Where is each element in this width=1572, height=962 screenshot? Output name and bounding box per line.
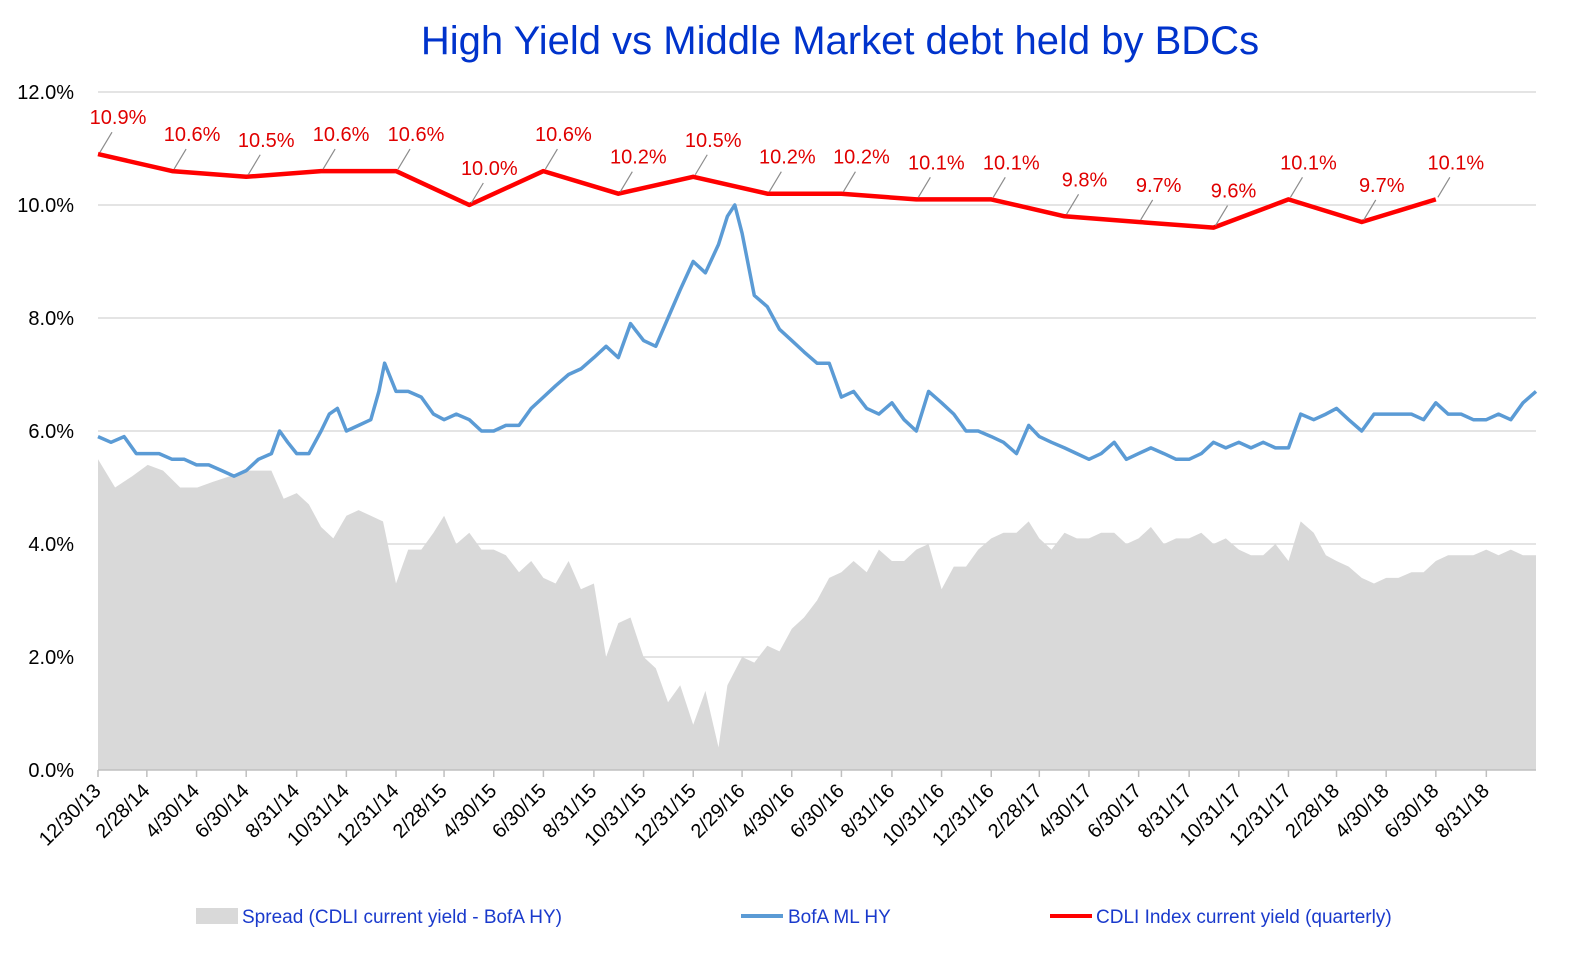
x-tick-label: 4/30/15 [439,780,502,843]
data-label-leader [694,154,708,176]
x-tick-label: 4/30/18 [1331,780,1394,843]
data-label-leader [1437,177,1451,198]
cdli-data-label: 10.5% [685,130,742,152]
cdli-data-label: 10.6% [388,124,445,146]
data-label-leader [99,131,113,153]
y-tick-label: 6.0% [28,421,74,443]
spread-area [98,459,1536,770]
cdli-data-label: 9.7% [1136,175,1182,197]
data-label-leader [1140,199,1154,221]
x-tick-label: 12/30/13 [35,780,106,851]
cdli-data-label: 10.1% [983,152,1040,174]
cdli-data-label: 9.6% [1211,181,1257,203]
bofa-line-layer [97,203,1538,478]
x-tick-label: 6/30/17 [1083,780,1146,843]
y-tick-label: 4.0% [28,534,74,556]
bofa-ml-hy-line [97,203,1538,478]
data-label-leader [992,177,1006,198]
cdli-data-label: 10.1% [1280,152,1337,174]
data-label-leader [842,171,856,193]
cdli-data-label: 10.1% [908,152,965,174]
y-tick-label: 0.0% [28,760,74,782]
data-label-leader [768,171,782,193]
cdli-data-label: 10.2% [610,147,667,169]
x-tick-label: 8/31/18 [1431,780,1494,843]
cdli-data-label: 9.7% [1359,175,1405,197]
data-label-leader [1363,199,1377,221]
y-tick-label: 8.0% [28,308,74,330]
cdli-data-label: 10.6% [313,124,370,146]
data-label-leader [619,171,633,193]
cdli-data-label: 10.1% [1427,152,1484,174]
cdli-data-label: 10.5% [238,130,295,152]
legend: Spread (CDLI current yield - BofA HY) Bo… [196,907,1392,928]
x-tick-label: 6/30/18 [1381,780,1444,843]
data-label-leader [1066,193,1080,215]
data-label-leader [470,182,484,204]
cdli-data-label: 10.2% [759,147,816,169]
cdli-yield-line [97,151,1437,230]
legend-label-spread: Spread (CDLI current yield - BofA HY) [242,907,562,928]
x-tick-label: 4/30/16 [737,780,800,843]
legend-label-cdli: CDLI Index current yield (quarterly) [1096,907,1392,928]
data-label-leader [247,154,261,176]
x-tick-label: 6/30/15 [488,780,551,843]
spread-area-layer [98,459,1536,770]
cdli-data-label: 10.6% [164,124,221,146]
data-label-leader [544,148,558,170]
x-tick-label: 2/28/15 [389,780,452,843]
cdli-data-label: 10.0% [461,158,518,180]
x-tick-label: 6/30/14 [191,780,254,843]
x-tick-label: 2/28/18 [1281,780,1344,843]
cdli-data-label: 10.9% [90,107,147,129]
chart-title: High Yield vs Middle Market debt held by… [421,19,1259,63]
cdli-data-label: 10.6% [535,124,592,146]
cdli-line-layer [97,151,1437,230]
y-tick-label: 10.0% [17,195,74,217]
data-label-leader [397,148,411,170]
cdli-data-labels: 10.9% 10.6% 10.5% 10.6% 10.6% 10.0% 10.6% 10.2%… [90,107,1484,226]
cdli-data-label: 10.2% [833,147,890,169]
data-label-leader [1289,177,1303,198]
y-axis: 0.0% 2.0% 4.0% 6.0% 8.0% 10.0% 12.0% [17,82,74,782]
x-tick-label: 2/28/14 [92,780,155,843]
x-tick-label: 2/29/16 [687,780,750,843]
data-label-leader [1215,205,1229,226]
legend-swatch-spread [196,908,238,924]
cdli-data-label: 9.8% [1062,169,1108,191]
y-tick-label: 12.0% [17,82,74,104]
data-label-leader [917,177,931,198]
x-tick-label: 4/30/14 [141,780,204,843]
x-tick-label: 6/30/16 [786,780,849,843]
x-axis: 12/30/132/28/144/30/146/30/148/31/1410/3… [35,769,1536,851]
y-tick-label: 2.0% [28,647,74,669]
data-label-leader [322,148,336,170]
data-label-leader [173,148,187,170]
x-tick-label: 2/28/17 [984,780,1047,843]
x-tick-label: 4/30/17 [1034,780,1097,843]
legend-label-bofa: BofA ML HY [788,907,891,928]
